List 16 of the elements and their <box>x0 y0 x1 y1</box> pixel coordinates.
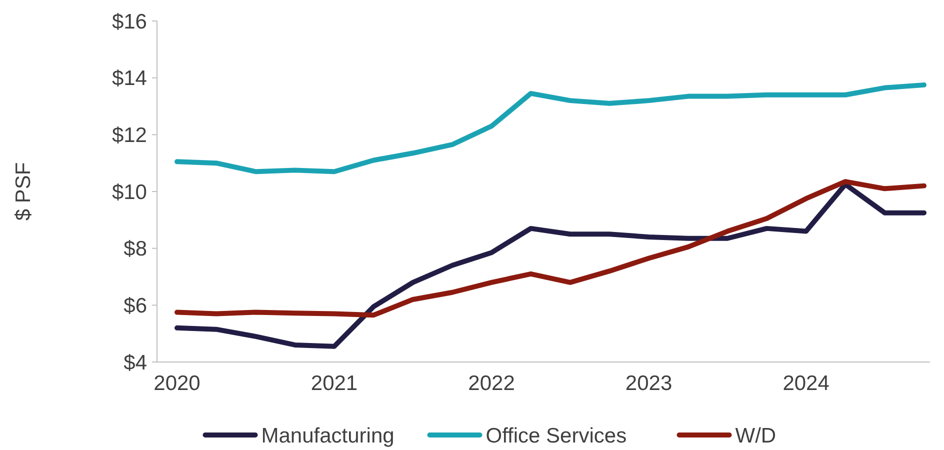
y-tick-label: $8 <box>124 238 147 261</box>
y-tick-label: $4 <box>124 351 148 374</box>
x-tick-label: 2024 <box>782 372 830 395</box>
y-tick-label: $6 <box>124 294 147 318</box>
y-axis-title: $ PSF <box>12 162 35 221</box>
legend-label: Office Services <box>486 424 627 448</box>
legend-label: Manufacturing <box>261 424 394 448</box>
x-tick-label: 2021 <box>310 372 358 395</box>
y-tick-label: $14 <box>112 67 148 90</box>
x-tick-label: 2023 <box>625 372 672 395</box>
y-tick-label: $16 <box>112 10 147 34</box>
y-tick-label: $10 <box>112 180 147 204</box>
y-tick-label: $12 <box>112 124 147 148</box>
legend-label: W/D <box>735 424 776 448</box>
x-tick-label: 2022 <box>468 372 515 395</box>
x-tick-label: 2020 <box>154 372 200 395</box>
